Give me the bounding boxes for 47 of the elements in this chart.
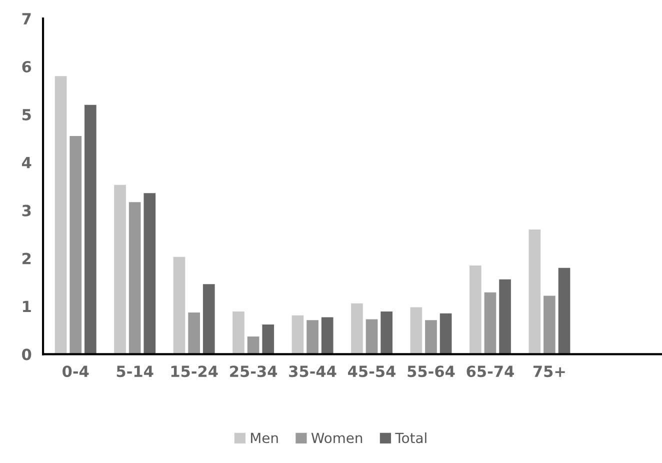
bar xyxy=(70,136,82,354)
bar xyxy=(84,104,96,354)
bar xyxy=(54,76,67,354)
bar xyxy=(247,336,260,354)
y-tick-label: 2 xyxy=(22,252,31,264)
bar xyxy=(484,292,496,354)
y-tick-label: 1 xyxy=(23,300,31,312)
legend-label: Total xyxy=(395,432,426,444)
bar xyxy=(528,230,541,354)
bar xyxy=(188,312,200,354)
bar xyxy=(306,320,318,354)
bar xyxy=(499,279,511,354)
bar xyxy=(232,312,244,354)
bar xyxy=(425,320,437,354)
bar xyxy=(202,284,215,354)
y-tick-label: 0 xyxy=(22,348,32,360)
bar xyxy=(380,312,392,354)
x-tick-label: 75+ xyxy=(533,366,565,378)
bar xyxy=(410,307,422,354)
x-tick-label: 35-44 xyxy=(289,366,336,378)
bar xyxy=(144,193,156,354)
x-tick-label: 5-14 xyxy=(116,366,154,378)
bar xyxy=(440,313,452,354)
bar xyxy=(114,184,126,354)
legend-label: Men xyxy=(251,432,278,444)
bar xyxy=(469,265,482,354)
bar xyxy=(128,202,141,354)
x-tick-label: 55-64 xyxy=(408,366,455,378)
y-tick-label: 5 xyxy=(22,109,31,120)
bar xyxy=(544,296,556,354)
bar xyxy=(173,256,186,354)
x-tick-label: 25-34 xyxy=(230,366,278,378)
x-tick-label: 45-54 xyxy=(348,366,396,378)
x-tick-label: 0-4 xyxy=(62,366,89,378)
bar xyxy=(292,315,304,354)
bar xyxy=(321,317,334,354)
bar xyxy=(262,324,274,354)
y-tick-label: 4 xyxy=(22,157,32,168)
y-tick-label: 6 xyxy=(22,60,32,72)
bar xyxy=(558,268,570,354)
y-tick-label: 3 xyxy=(22,204,31,216)
bar xyxy=(351,303,363,354)
x-tick-label: 65-74 xyxy=(466,366,514,378)
legend-label: Women xyxy=(311,432,362,444)
y-tick-label: 7 xyxy=(22,13,31,24)
bar xyxy=(366,319,378,354)
x-tick-label: 15-24 xyxy=(171,366,218,378)
